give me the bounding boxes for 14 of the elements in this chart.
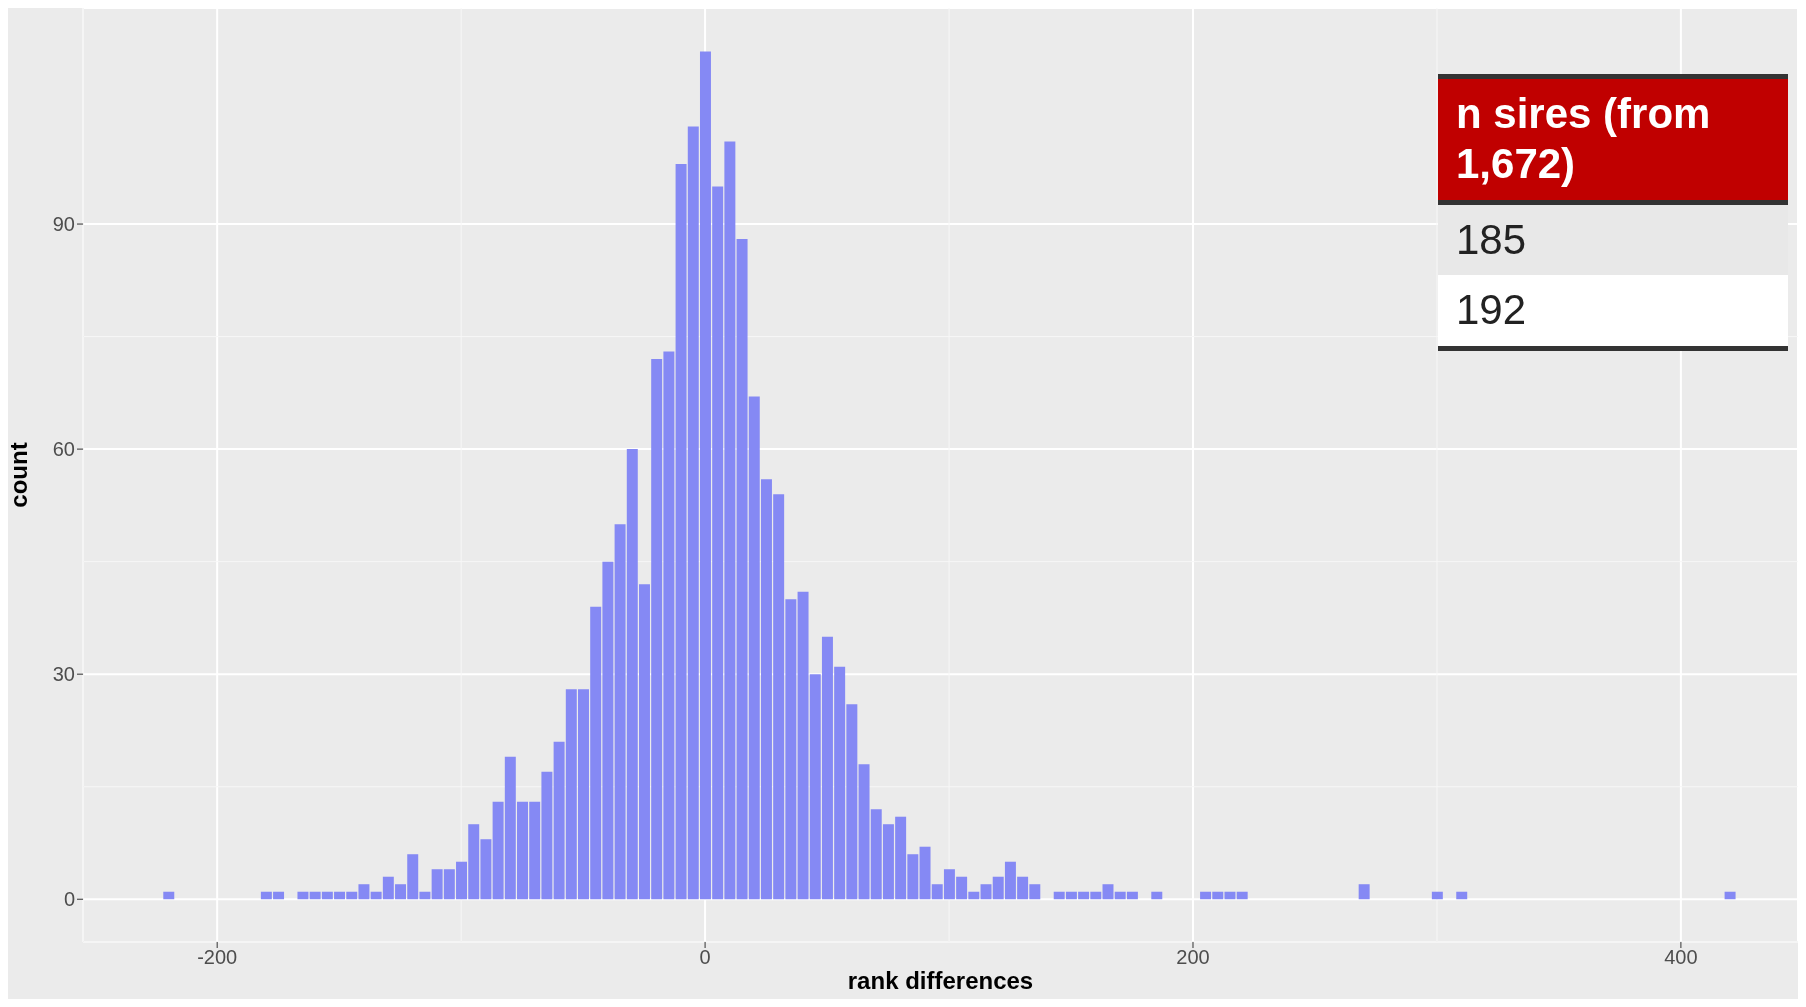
y-tick-label: 90 bbox=[52, 213, 75, 236]
x-axis-title: rank differences bbox=[847, 967, 1034, 994]
annotation: n sires (from 1,672) bbox=[1438, 79, 1788, 205]
annotation: 185 bbox=[1438, 204, 1788, 276]
x-tick-label: 200 bbox=[1176, 946, 1210, 969]
y-axis-title: count bbox=[4, 442, 32, 508]
y-tick-label: 0 bbox=[63, 888, 75, 911]
x-tick-label: 0 bbox=[699, 946, 711, 969]
value-table: n sires (from 1,672) 185 192 bbox=[1438, 74, 1788, 351]
annotation: 192 bbox=[1438, 275, 1788, 346]
x-tick-label: -200 bbox=[197, 946, 238, 969]
y-tick-label: 60 bbox=[52, 438, 75, 461]
y-tick-label: 30 bbox=[52, 663, 75, 686]
x-tick-label: 400 bbox=[1664, 946, 1698, 969]
